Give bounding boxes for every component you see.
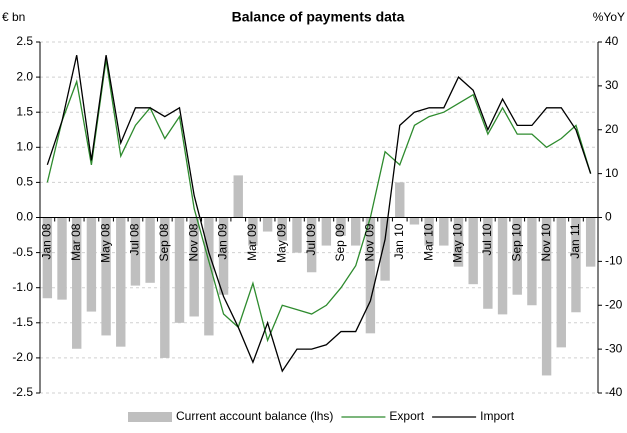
bar	[72, 217, 82, 349]
x-tick-label: Jul 09	[304, 223, 318, 255]
bar	[424, 217, 434, 246]
bar	[336, 217, 346, 236]
bar	[262, 217, 273, 232]
bar	[527, 217, 537, 306]
bar	[365, 217, 376, 334]
x-tick-label: Jan 09	[216, 223, 230, 259]
bar	[233, 175, 243, 218]
bar	[395, 182, 405, 218]
bar	[571, 217, 581, 313]
legend-label: Import	[480, 409, 515, 423]
y2-tick-label: 40	[605, 34, 619, 48]
bar	[189, 217, 199, 317]
x-tick-label: Jan 10	[392, 223, 406, 259]
bar	[541, 217, 552, 376]
bar	[306, 217, 317, 273]
x-tick-label: Jan 11	[568, 223, 582, 258]
y2-axis-label: %YoY	[593, 10, 625, 24]
chart-title: Balance of payments data	[232, 9, 405, 25]
line	[46, 55, 592, 373]
x-tick-label: Jul 10	[480, 223, 494, 255]
y-tick-label: 1.0	[16, 139, 33, 153]
bar	[380, 217, 390, 281]
bar	[130, 217, 141, 286]
x-tick-label: Mar 10	[421, 223, 435, 261]
bar	[512, 217, 522, 295]
bar	[453, 217, 464, 267]
bar	[497, 217, 508, 315]
y-tick-label: 1.5	[16, 104, 33, 118]
y2-tick-label: 30	[605, 78, 619, 92]
x-tick-label: Jul 08	[128, 223, 142, 255]
y-tick-label: 2.5	[16, 34, 33, 48]
bar	[160, 217, 170, 358]
y-tick-label: -2.0	[12, 350, 33, 364]
y2-tick-label: 0	[605, 210, 612, 224]
x-tick-label: Sep 10	[509, 223, 523, 261]
bar	[409, 217, 420, 225]
bar	[292, 217, 302, 253]
x-tick-label: Nov 09	[363, 223, 377, 261]
bar	[556, 217, 566, 348]
x-tick-label: May 10	[451, 223, 465, 263]
bar	[248, 217, 258, 246]
bar	[145, 217, 155, 283]
line	[46, 59, 592, 343]
legend-swatch	[128, 412, 172, 422]
x-tick-label: Mar 09	[245, 223, 259, 261]
bar	[174, 217, 185, 323]
bar	[585, 217, 596, 267]
bar	[277, 217, 287, 241]
x-tick-label: May 09	[274, 223, 288, 263]
y-tick-label: 2.0	[16, 69, 33, 83]
x-tick-label: Nov 10	[539, 223, 553, 261]
bar	[218, 217, 229, 295]
legend-label: Export	[389, 409, 424, 423]
y2-tick-label: -10	[605, 254, 623, 268]
bar	[101, 217, 111, 336]
x-tick-label: Nov 08	[186, 223, 200, 261]
y2-tick-label: 20	[605, 122, 619, 136]
y-tick-label: -1.0	[12, 280, 33, 294]
bar	[42, 217, 53, 299]
y-tick-label: -1.5	[12, 315, 33, 329]
y-tick-label: -2.5	[12, 385, 33, 399]
x-tick-label: Mar 08	[69, 223, 83, 261]
y-tick-label: -0.5	[12, 245, 33, 259]
x-tick-label: Sep 08	[157, 223, 171, 261]
x-tick-label: May 08	[98, 223, 112, 263]
y-tick-label: 0.5	[16, 175, 33, 189]
y2-tick-label: -40	[605, 385, 623, 399]
y-axis-label: € bn	[2, 10, 25, 24]
bar	[116, 217, 126, 347]
y2-tick-label: -20	[605, 297, 623, 311]
legend-label: Current account balance (lhs)	[176, 409, 333, 423]
y2-tick-label: 10	[605, 166, 619, 180]
bar	[204, 217, 214, 336]
bar	[321, 217, 332, 246]
x-tick-label: Jan 08	[40, 223, 54, 259]
y-tick-label: 0.0	[16, 210, 33, 224]
bar	[57, 217, 67, 300]
bar	[468, 217, 478, 285]
bar	[86, 217, 97, 312]
y2-tick-label: -30	[605, 341, 623, 355]
bar	[439, 217, 449, 246]
x-tick-label: Sep 09	[333, 223, 347, 261]
bar	[351, 217, 361, 246]
bar	[483, 217, 493, 309]
